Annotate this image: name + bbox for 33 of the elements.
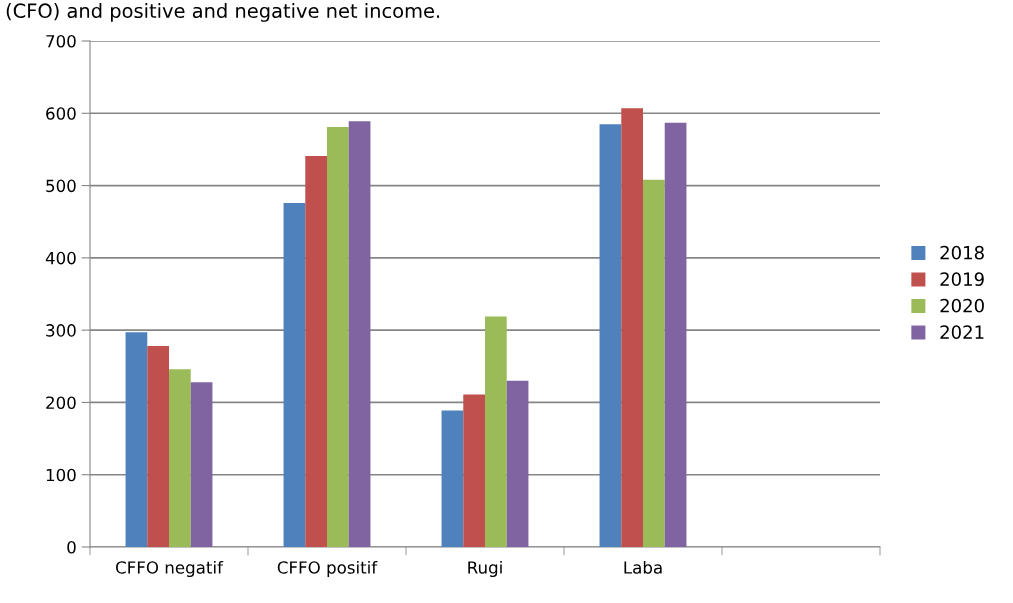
bar — [485, 316, 507, 547]
bar — [327, 127, 349, 547]
legend-label: 2018 — [940, 245, 984, 260]
bar — [506, 380, 529, 547]
text: (CFO) and positive and negative net income. — [6, 3, 440, 22]
bar — [441, 410, 464, 547]
bar — [125, 332, 148, 547]
bar — [599, 124, 622, 547]
bar — [348, 121, 371, 547]
bar — [643, 179, 665, 547]
y-tick-label: 100 — [46, 468, 76, 482]
y-tick-label: 700 — [46, 34, 76, 48]
legend-label: 2019 — [940, 272, 984, 286]
x-tick-label: CFFO negatif — [116, 560, 224, 578]
y-tick-label: 600 — [46, 107, 76, 120]
legend-label: 2021 — [940, 325, 984, 339]
y-tick-label: 200 — [46, 396, 76, 409]
y-tick-label: 400 — [45, 251, 76, 265]
bar — [147, 346, 169, 547]
bar — [463, 394, 485, 547]
bar — [621, 108, 643, 547]
bar — [169, 369, 191, 547]
bar — [664, 122, 687, 547]
x-tick-label: Laba — [624, 560, 662, 574]
x-tick-label: CFFO positif — [277, 560, 378, 578]
y-tick-label: 300 — [46, 324, 76, 337]
bar — [190, 382, 213, 547]
bar — [283, 202, 306, 547]
bar — [305, 155, 327, 547]
y-tick-label: 500 — [46, 179, 76, 193]
legend-label: 2020 — [940, 298, 984, 313]
x-tick-label: Rugi — [468, 560, 502, 578]
y-tick-label: 0 — [67, 540, 76, 554]
